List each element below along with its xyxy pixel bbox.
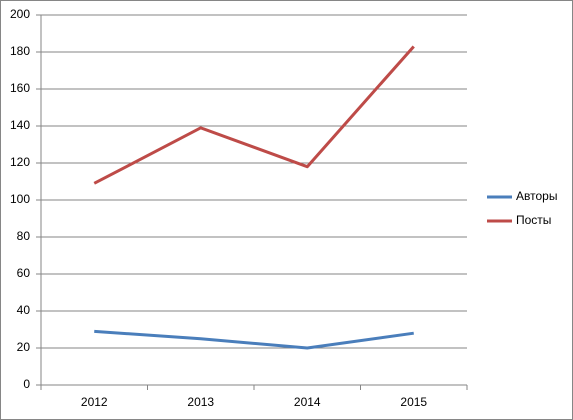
x-tick-label: 2014 — [294, 395, 321, 409]
x-tick-label: 2012 — [81, 395, 108, 409]
y-tick-label: 140 — [10, 118, 30, 132]
x-tick-label: 2015 — [400, 395, 427, 409]
y-tick-label: 40 — [17, 303, 31, 317]
y-tick-label: 80 — [17, 229, 31, 243]
y-tick-label: 20 — [17, 340, 31, 354]
y-tick-label: 180 — [10, 44, 30, 58]
y-tick-label: 120 — [10, 155, 30, 169]
y-tick-label: 160 — [10, 81, 30, 95]
y-tick-label: 60 — [17, 266, 31, 280]
line-series — [94, 329, 414, 350]
y-tick-label: 200 — [10, 7, 30, 21]
legend-label: Посты — [516, 213, 551, 227]
legend-label: Авторы — [516, 189, 557, 203]
y-tick-label: 0 — [23, 377, 30, 391]
line-series — [93, 45, 415, 185]
y-tick-label: 100 — [10, 192, 30, 206]
x-tick-label: 2013 — [187, 395, 214, 409]
